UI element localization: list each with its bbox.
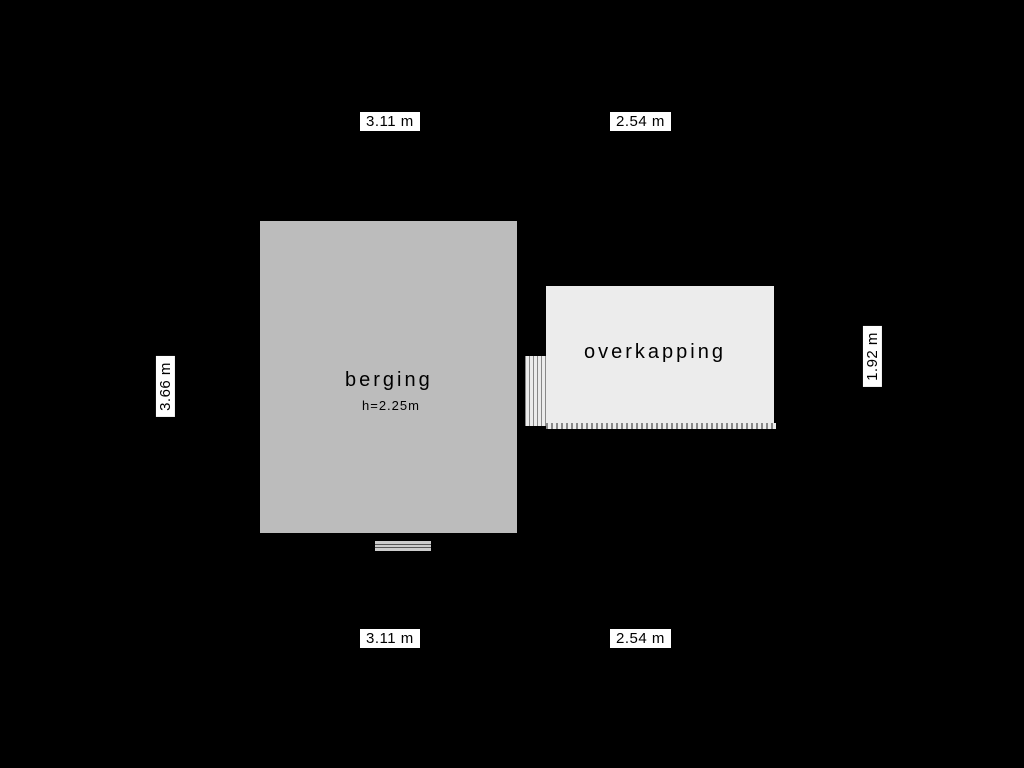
dim-right: 1.92 m (863, 326, 882, 387)
threshold-bottom (375, 541, 431, 551)
dim-left: 3.66 m (156, 356, 175, 417)
label-overkapping: overkapping (584, 341, 726, 364)
dim-top-right: 2.54 m (610, 112, 671, 131)
dim-bottom-left: 3.11 m (360, 629, 420, 648)
door-berging-right (525, 356, 546, 426)
overkapping-bottom-edge (546, 423, 776, 429)
label-berging: berging (345, 369, 433, 392)
dim-bottom-right: 2.54 m (610, 629, 671, 648)
sublabel-berging: h=2.25m (362, 398, 420, 413)
dim-top-left: 3.11 m (360, 112, 420, 131)
